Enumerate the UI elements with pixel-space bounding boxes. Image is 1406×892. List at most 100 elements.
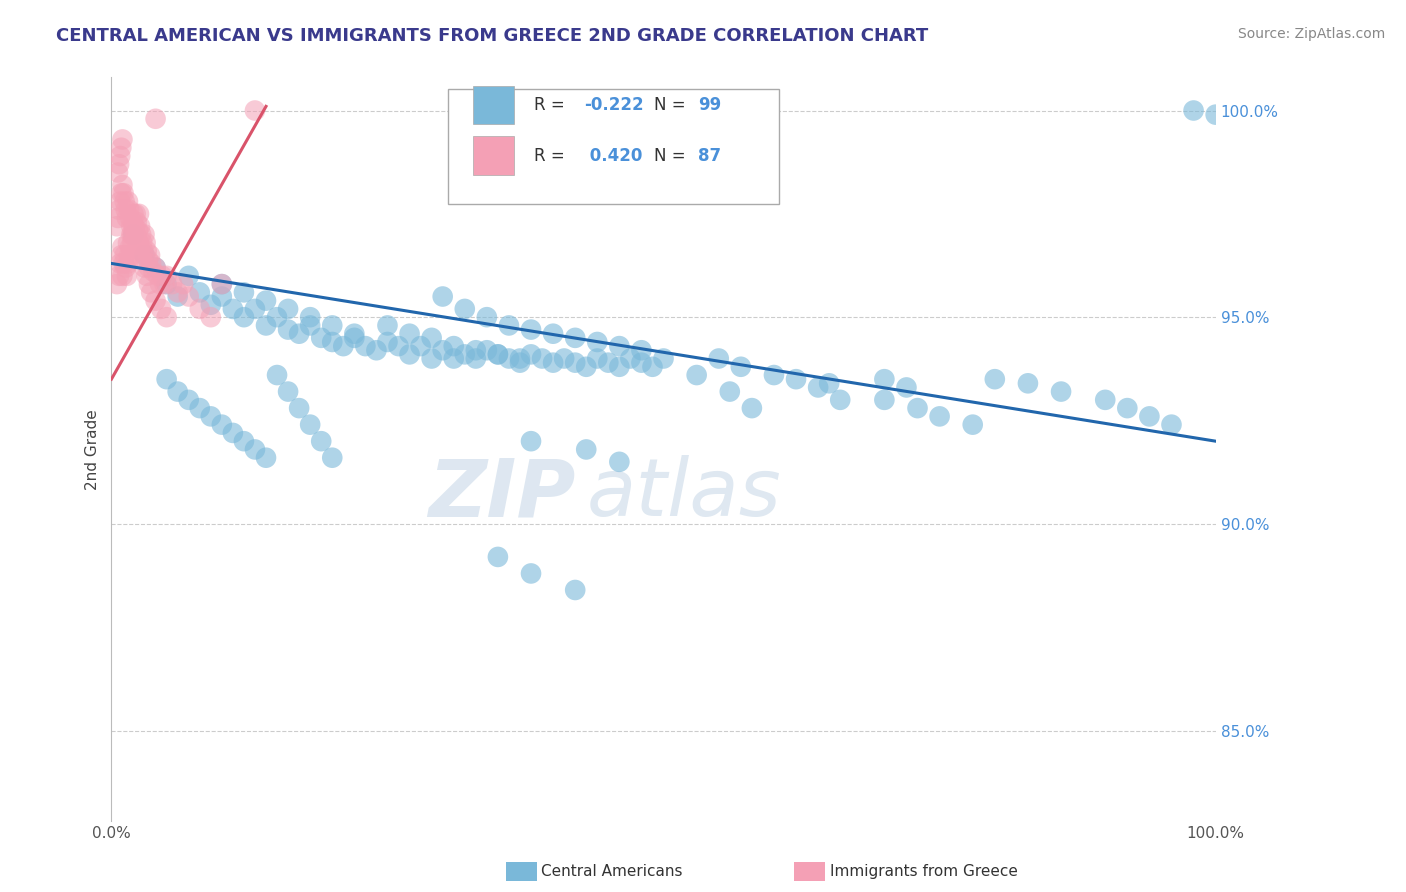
Point bbox=[166, 384, 188, 399]
Point bbox=[211, 277, 233, 292]
Point bbox=[1182, 103, 1205, 118]
Point bbox=[107, 165, 129, 179]
Point bbox=[309, 434, 332, 449]
Text: CENTRAL AMERICAN VS IMMIGRANTS FROM GREECE 2ND GRADE CORRELATION CHART: CENTRAL AMERICAN VS IMMIGRANTS FROM GREE… bbox=[56, 27, 928, 45]
Point bbox=[1205, 108, 1227, 122]
Point bbox=[641, 359, 664, 374]
Point bbox=[896, 380, 918, 394]
Point bbox=[486, 347, 509, 361]
Point bbox=[475, 343, 498, 358]
Point bbox=[1050, 384, 1073, 399]
Y-axis label: 2nd Grade: 2nd Grade bbox=[86, 409, 100, 490]
Point bbox=[609, 359, 631, 374]
Point bbox=[146, 268, 169, 283]
Point bbox=[730, 359, 752, 374]
Point bbox=[243, 301, 266, 316]
Point bbox=[110, 141, 132, 155]
Point bbox=[630, 343, 652, 358]
Point bbox=[115, 211, 138, 225]
Point bbox=[277, 384, 299, 399]
Point bbox=[609, 339, 631, 353]
Point bbox=[120, 248, 142, 262]
Point bbox=[118, 248, 141, 262]
Point bbox=[108, 268, 131, 283]
Point bbox=[211, 289, 233, 303]
Point bbox=[139, 248, 162, 262]
Point bbox=[984, 372, 1007, 386]
Point bbox=[122, 219, 145, 234]
Point bbox=[619, 351, 641, 366]
Point bbox=[120, 219, 142, 234]
Point bbox=[112, 256, 135, 270]
Point bbox=[907, 401, 929, 416]
Point bbox=[200, 310, 222, 325]
Point bbox=[135, 268, 157, 283]
Point bbox=[110, 149, 132, 163]
Point bbox=[150, 301, 173, 316]
Point bbox=[232, 310, 254, 325]
Point bbox=[114, 260, 136, 275]
Point bbox=[107, 211, 129, 225]
Point bbox=[211, 417, 233, 432]
Point bbox=[354, 339, 377, 353]
Point bbox=[454, 347, 477, 361]
Point bbox=[121, 227, 143, 242]
Point bbox=[149, 277, 172, 292]
Point bbox=[575, 442, 598, 457]
Point bbox=[138, 260, 160, 275]
Point bbox=[520, 434, 543, 449]
Point bbox=[131, 235, 153, 250]
Point bbox=[409, 339, 432, 353]
Point bbox=[288, 326, 311, 341]
Point bbox=[232, 434, 254, 449]
Point bbox=[299, 417, 322, 432]
Point bbox=[266, 368, 288, 382]
Text: atlas: atlas bbox=[586, 455, 780, 533]
Point bbox=[112, 186, 135, 201]
Point bbox=[211, 277, 233, 292]
Point bbox=[145, 260, 167, 275]
Point bbox=[564, 356, 586, 370]
Point bbox=[707, 351, 730, 366]
Point bbox=[609, 455, 631, 469]
Point bbox=[156, 310, 179, 325]
Point bbox=[156, 268, 179, 283]
Point bbox=[630, 356, 652, 370]
Point bbox=[486, 347, 509, 361]
Point bbox=[873, 392, 896, 407]
Point bbox=[166, 285, 188, 300]
Point bbox=[108, 157, 131, 171]
Point bbox=[962, 417, 984, 432]
Point bbox=[232, 285, 254, 300]
Point bbox=[1116, 401, 1139, 416]
Point bbox=[254, 318, 277, 333]
Text: R =: R = bbox=[534, 146, 571, 164]
Point bbox=[122, 207, 145, 221]
Point bbox=[1137, 409, 1160, 424]
Text: 99: 99 bbox=[697, 96, 721, 114]
Point bbox=[387, 339, 409, 353]
Point bbox=[120, 211, 142, 225]
Point bbox=[120, 227, 142, 242]
Point bbox=[343, 326, 366, 341]
Text: 87: 87 bbox=[697, 146, 721, 164]
Point bbox=[127, 223, 149, 237]
Point bbox=[110, 194, 132, 209]
Point bbox=[498, 318, 520, 333]
Point bbox=[685, 368, 707, 382]
Point bbox=[762, 368, 785, 382]
Point bbox=[1017, 376, 1039, 391]
Point bbox=[321, 318, 343, 333]
Point bbox=[129, 219, 152, 234]
Point bbox=[531, 351, 554, 366]
Text: Immigrants from Greece: Immigrants from Greece bbox=[830, 864, 1018, 879]
Point bbox=[105, 219, 128, 234]
Point bbox=[520, 566, 543, 581]
Point bbox=[807, 380, 830, 394]
Point bbox=[122, 227, 145, 242]
Point bbox=[117, 235, 139, 250]
Point bbox=[111, 132, 134, 146]
Point bbox=[177, 392, 200, 407]
Point bbox=[541, 356, 564, 370]
Point bbox=[134, 248, 156, 262]
